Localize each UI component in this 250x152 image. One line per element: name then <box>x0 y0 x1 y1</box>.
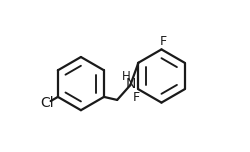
Text: F: F <box>160 35 166 48</box>
Text: H: H <box>122 70 131 83</box>
Text: Cl: Cl <box>40 96 54 110</box>
Text: F: F <box>132 91 140 104</box>
Text: N: N <box>125 77 136 91</box>
